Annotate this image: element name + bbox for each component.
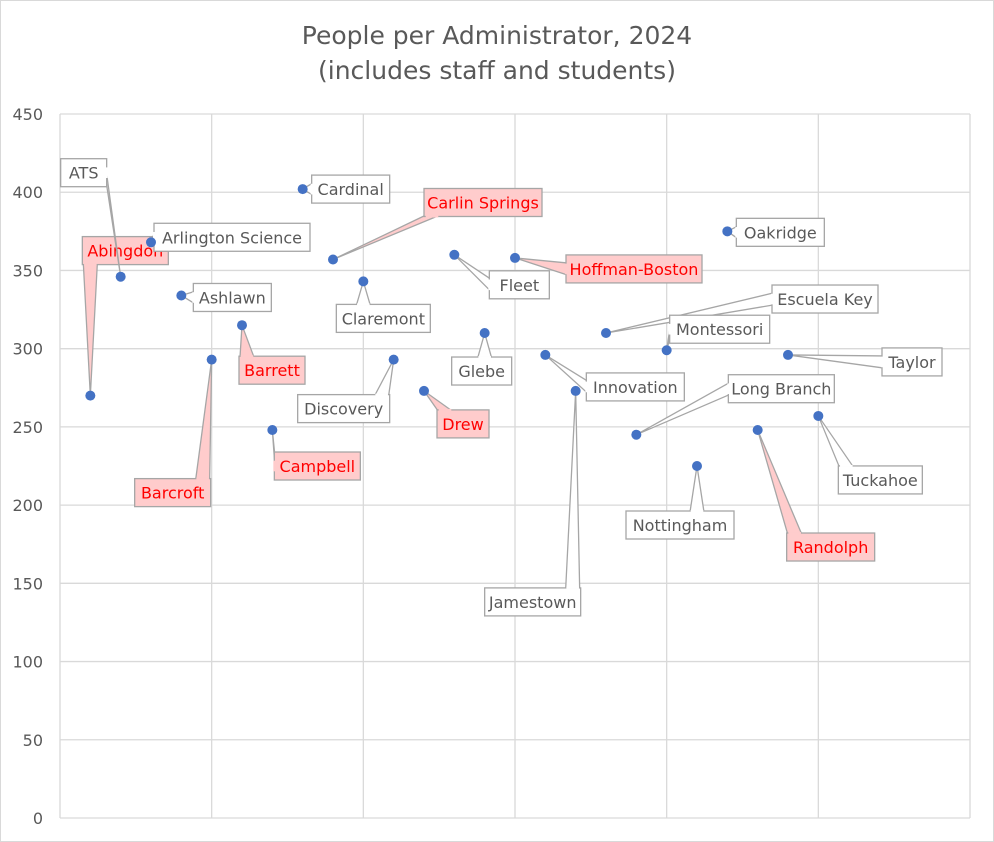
data-point <box>813 410 824 421</box>
data-point <box>115 271 126 282</box>
y-tick-label: 200 <box>12 496 43 515</box>
callouts: Abingdon ATS Arlington Science Ashlawn Barcr… <box>60 158 943 617</box>
callout-box <box>297 393 391 424</box>
callout-box <box>484 587 582 617</box>
point-label: Taylor <box>887 353 936 372</box>
callout-box <box>727 374 835 404</box>
data-point <box>692 461 702 471</box>
data-points <box>85 184 824 471</box>
point-label: Campbell <box>280 457 356 476</box>
callout-box <box>451 356 513 386</box>
data-point <box>601 328 611 339</box>
chart-title: People per Administrator, 2024 <box>302 21 692 50</box>
data-point <box>570 385 581 396</box>
point-label: Fleet <box>500 276 540 295</box>
point-label: Discovery <box>304 400 383 419</box>
callout-box <box>837 465 923 495</box>
data-point <box>479 328 490 339</box>
point-label: Arlington Science <box>162 228 302 247</box>
y-tick-label: 450 <box>12 105 43 124</box>
point-label: Claremont <box>342 309 425 328</box>
point-label: ATS <box>69 164 99 183</box>
callout-box <box>60 158 108 188</box>
data-point <box>388 354 399 365</box>
y-tick-label: 250 <box>12 418 43 437</box>
data-point <box>783 349 793 360</box>
callout-box <box>771 284 879 314</box>
y-tick-label: 100 <box>12 653 43 672</box>
y-axis: 0 50 100 150 200 250 300 350 400 450 <box>12 105 43 828</box>
data-point <box>297 184 308 195</box>
point-label: Barrett <box>244 361 300 380</box>
callout-box <box>436 409 490 439</box>
data-point <box>419 385 429 396</box>
callout-box <box>881 347 943 377</box>
callout-box <box>238 355 306 385</box>
point-label: Ashlawn <box>199 288 266 307</box>
callout-box <box>669 314 771 344</box>
callout-box <box>735 217 825 247</box>
point-label: Long Branch <box>731 380 831 399</box>
point-label: Oakridge <box>744 223 817 242</box>
callout-box <box>311 174 391 204</box>
data-point <box>752 425 763 436</box>
point-label: Cardinal <box>318 180 384 199</box>
data-point <box>206 354 217 365</box>
point-label: Randolph <box>793 538 868 557</box>
callout-box <box>153 222 311 252</box>
y-tick-label: 150 <box>12 574 43 593</box>
point-label: Carlin Springs <box>427 193 539 212</box>
data-point <box>85 390 96 401</box>
data-point <box>510 252 520 263</box>
y-tick-label: 50 <box>23 731 43 750</box>
point-label: Barcroft <box>141 484 204 503</box>
callout-box <box>786 532 876 562</box>
y-tick-label: 300 <box>12 340 43 359</box>
callout-box <box>134 477 212 508</box>
data-point <box>540 349 551 360</box>
data-point <box>449 249 460 260</box>
data-point <box>328 254 338 265</box>
point-label: Drew <box>442 415 483 434</box>
callout-box <box>423 187 543 218</box>
point-label: Innovation <box>593 378 678 397</box>
point-label: Montessori <box>676 320 763 339</box>
point-label: Abingdon <box>87 242 163 261</box>
y-tick-label: 400 <box>12 183 43 202</box>
data-point <box>631 429 642 440</box>
data-point <box>237 320 247 331</box>
data-point <box>722 226 733 237</box>
data-point <box>358 276 369 287</box>
point-label: Escuela Key <box>777 290 873 309</box>
point-label: Tuckahoe <box>842 471 918 490</box>
data-point <box>176 290 187 301</box>
callout-box <box>625 510 735 540</box>
data-point <box>661 345 672 356</box>
callout-box <box>565 254 703 284</box>
callout-box <box>335 303 431 334</box>
callout-box <box>192 282 272 313</box>
y-tick-label: 0 <box>33 809 43 828</box>
point-label: Glebe <box>458 362 505 381</box>
data-point <box>267 425 278 436</box>
point-label: Hoffman-Boston <box>570 260 699 279</box>
point-label: Nottingham <box>633 516 728 535</box>
y-tick-label: 350 <box>12 261 43 280</box>
point-label: Jamestown <box>488 593 577 612</box>
data-point <box>146 237 156 248</box>
chart-subtitle: (includes staff and students) <box>318 56 676 85</box>
